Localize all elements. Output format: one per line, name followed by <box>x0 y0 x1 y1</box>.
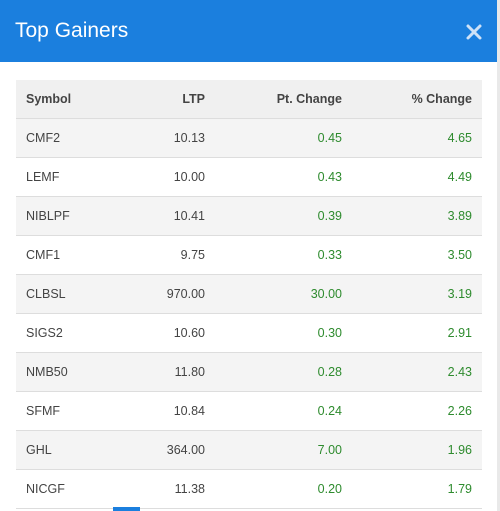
cell-pct-change: 2.26 <box>352 391 482 430</box>
cell-ltp: 970.00 <box>108 274 215 313</box>
table-row[interactable]: NICGF 11.38 0.20 1.79 <box>16 469 482 508</box>
cell-pt-change: 30.00 <box>215 274 352 313</box>
modal-title: Top Gainers <box>15 19 129 42</box>
table-row[interactable]: CMF1 9.75 0.33 3.50 <box>16 235 482 274</box>
cell-pt-change: 0.24 <box>215 391 352 430</box>
close-icon[interactable] <box>464 22 484 42</box>
cell-pct-change: 1.79 <box>352 469 482 508</box>
cell-symbol: SFMF <box>16 391 108 430</box>
cell-ltp: 10.84 <box>108 391 215 430</box>
cell-pt-change: 0.20 <box>215 469 352 508</box>
cell-pct-change: 2.43 <box>352 352 482 391</box>
cell-symbol: GHL <box>16 430 108 469</box>
cell-pt-change: 0.28 <box>215 352 352 391</box>
cell-ltp: 11.80 <box>108 352 215 391</box>
cell-ltp: 364.00 <box>108 430 215 469</box>
cell-symbol: SIGS2 <box>16 313 108 352</box>
column-header-ltp[interactable]: LTP <box>108 80 215 119</box>
table-row[interactable]: CLBSL 970.00 30.00 3.19 <box>16 274 482 313</box>
cell-ltp: 10.41 <box>108 196 215 235</box>
cell-ltp: 9.75 <box>108 235 215 274</box>
cell-pct-change: 1.96 <box>352 430 482 469</box>
cell-symbol: NICGF <box>16 469 108 508</box>
cell-symbol: CMF2 <box>16 118 108 157</box>
cell-pt-change: 0.33 <box>215 235 352 274</box>
table-row[interactable]: NMB50 11.80 0.28 2.43 <box>16 352 482 391</box>
cell-pt-change: 0.39 <box>215 196 352 235</box>
cell-pct-change: 2.91 <box>352 313 482 352</box>
cell-symbol: NIBLPF <box>16 196 108 235</box>
column-header-symbol[interactable]: Symbol <box>16 80 108 119</box>
cell-symbol: CLBSL <box>16 274 108 313</box>
table-row[interactable]: NIBLPF 10.41 0.39 3.89 <box>16 196 482 235</box>
cell-symbol: NMB50 <box>16 352 108 391</box>
scrollbar-track[interactable] <box>497 0 500 511</box>
cell-ltp: 10.00 <box>108 157 215 196</box>
cell-ltp: 10.13 <box>108 118 215 157</box>
cell-pct-change: 3.89 <box>352 196 482 235</box>
table-row[interactable]: SIGS2 10.60 0.30 2.91 <box>16 313 482 352</box>
cell-symbol: CMF1 <box>16 235 108 274</box>
table-header-row: Symbol LTP Pt. Change % Change <box>16 80 482 119</box>
column-header-pt-change[interactable]: Pt. Change <box>215 80 352 119</box>
table-row[interactable]: SFMF 10.84 0.24 2.26 <box>16 391 482 430</box>
cell-ltp: 10.60 <box>108 313 215 352</box>
cell-ltp: 11.38 <box>108 469 215 508</box>
table-row[interactable]: LEMF 10.00 0.43 4.49 <box>16 157 482 196</box>
cell-pt-change: 0.45 <box>215 118 352 157</box>
cell-pct-change: 3.50 <box>352 235 482 274</box>
column-header-pct-change[interactable]: % Change <box>352 80 482 119</box>
cell-pct-change: 3.19 <box>352 274 482 313</box>
cell-pct-change: 4.49 <box>352 157 482 196</box>
table-row[interactable]: CMF2 10.13 0.45 4.65 <box>16 118 482 157</box>
table-row[interactable]: GHL 364.00 7.00 1.96 <box>16 430 482 469</box>
gainers-table-container: Symbol LTP Pt. Change % Change CMF2 10.13… <box>16 80 482 509</box>
cell-pt-change: 0.43 <box>215 157 352 196</box>
cell-pct-change: 4.65 <box>352 118 482 157</box>
gainers-table: Symbol LTP Pt. Change % Change CMF2 10.13… <box>16 80 482 509</box>
cell-pt-change: 0.30 <box>215 313 352 352</box>
horizontal-scroll-thumb[interactable] <box>113 507 140 511</box>
cell-pt-change: 7.00 <box>215 430 352 469</box>
cell-symbol: LEMF <box>16 157 108 196</box>
modal-header: Top Gainers <box>0 0 497 62</box>
